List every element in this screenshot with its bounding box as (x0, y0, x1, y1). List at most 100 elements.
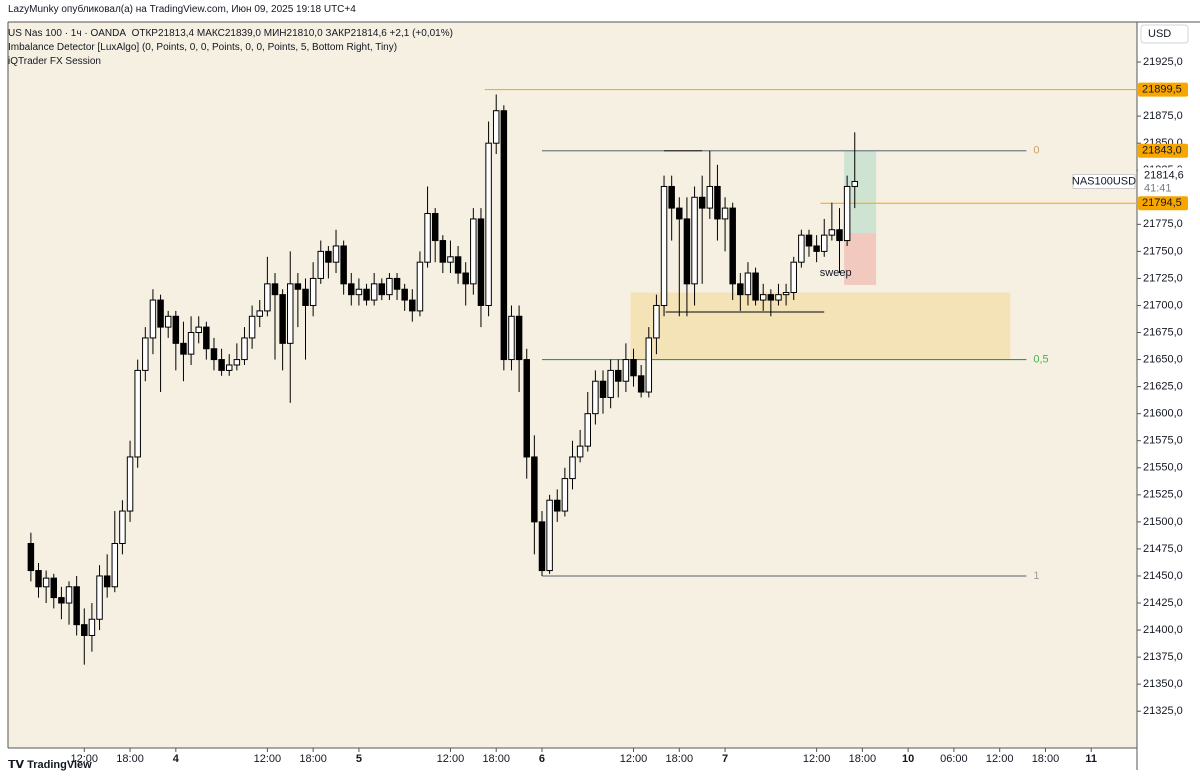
candle-body (157, 299, 164, 328)
candle-body (828, 229, 836, 236)
y-tick-label: 21725,0 (1143, 272, 1183, 284)
candle-body (462, 272, 469, 285)
y-tick-label: 21350,0 (1143, 678, 1183, 690)
candle-body (843, 185, 851, 242)
x-tick-label: 6 (539, 753, 545, 765)
candle-body (81, 624, 88, 636)
candle-body (264, 283, 271, 312)
x-tick-label: 11 (1085, 753, 1097, 765)
candle-body (409, 299, 416, 312)
candle-body (393, 277, 401, 290)
candle-body (714, 185, 721, 220)
candle-body (485, 142, 492, 306)
annotation: sweep (820, 267, 852, 279)
y-tick-label: 21700,0 (1143, 299, 1183, 311)
x-tick-label: 10 (902, 753, 914, 765)
candle-body (759, 294, 767, 301)
candle-body (531, 456, 538, 523)
currency[interactable]: USD (1148, 28, 1171, 40)
candle-body (210, 348, 218, 361)
candle-body (241, 337, 248, 361)
y-tick-label: 21650,0 (1143, 353, 1183, 365)
x-tick-label: 12:00 (71, 753, 99, 765)
candle-body (752, 272, 759, 301)
publisher: LazyMunky опубликовал(а) на TradingView.… (8, 4, 356, 15)
candle-body (676, 207, 683, 220)
candle-body (142, 337, 149, 371)
candle-body (225, 364, 233, 371)
candle-body (58, 597, 65, 604)
candle-body (424, 213, 431, 263)
candle-body (454, 256, 462, 274)
y-tick-label: 21500,0 (1143, 516, 1183, 528)
candle-body (492, 110, 500, 144)
candle-body (27, 543, 35, 572)
candle-body (439, 240, 447, 263)
footer: TradingView (27, 759, 92, 771)
candle-body (637, 375, 645, 393)
y-tick-label: 21925,0 (1143, 56, 1183, 68)
candle-body (851, 180, 858, 187)
candle-body (332, 245, 340, 263)
x-tick-label: 12:00 (986, 753, 1014, 765)
candle-body (805, 234, 813, 247)
candle-body (477, 218, 485, 306)
x-tick-label: 12:00 (254, 753, 282, 765)
candle-body (447, 256, 454, 263)
candle-body (645, 337, 653, 393)
y-tick-label: 21525,0 (1143, 489, 1183, 501)
candle-body (42, 577, 50, 588)
candle-body (569, 456, 576, 480)
y-tick-label: 21675,0 (1143, 326, 1183, 338)
price-tag-label: 21899,5 (1142, 84, 1182, 96)
y-tick-label: 21625,0 (1143, 381, 1183, 393)
candle-body (195, 326, 202, 334)
candle-body (134, 369, 141, 458)
candle-body (103, 575, 111, 588)
y-tick-label: 21550,0 (1143, 462, 1183, 474)
candle-body (767, 294, 775, 301)
current-price-box (1138, 167, 1188, 196)
candle-body (729, 207, 736, 285)
x-tick-label: 4 (173, 753, 180, 765)
candle-body (592, 380, 599, 415)
candle-body (256, 310, 263, 317)
candle-body (622, 359, 630, 382)
candle-body (615, 369, 622, 382)
x-tick-label: 5 (356, 753, 362, 765)
candle-body (96, 575, 103, 620)
ohlc: ОТКР21813,4 МАКС21839,0 МИН21810,0 ЗАКР2… (131, 28, 453, 39)
fib-label: 1 (1033, 570, 1039, 582)
indicator: Imbalance Detector [LuxAlgo] (0, Points,… (8, 42, 398, 53)
candle-body (813, 245, 820, 252)
candle-body (691, 196, 698, 285)
candle-body (50, 577, 58, 599)
x-tick-label: 18:00 (849, 753, 877, 765)
candle-body (721, 207, 729, 220)
candle-body (317, 250, 325, 279)
currency-button[interactable] (1140, 24, 1189, 44)
price-tag (1138, 82, 1188, 97)
candle-body (309, 277, 317, 306)
indicator: iQTrader FX Session (8, 56, 101, 67)
candle-body (599, 380, 607, 398)
candle-body (782, 291, 790, 296)
candle-body (401, 288, 408, 301)
candle-body (172, 315, 180, 344)
fib-label: 0,5 (1033, 353, 1048, 365)
candle-body (378, 283, 386, 296)
y-tick-label: 21375,0 (1143, 651, 1183, 663)
x-tick-label: 18:00 (482, 753, 510, 765)
x-tick-label: 18:00 (1032, 753, 1060, 765)
x-tick-label: 7 (722, 753, 728, 765)
candle-body (325, 250, 332, 263)
candle-body (279, 294, 286, 344)
x-tick-label: 06:00 (940, 753, 968, 765)
candle-body (775, 294, 782, 301)
fib-label: 0 (1033, 145, 1039, 157)
y-tick-label: 21475,0 (1143, 543, 1183, 555)
candle-body (363, 288, 370, 301)
y-tick-label: 21450,0 (1143, 570, 1183, 582)
y-tick-label: 21575,0 (1143, 435, 1183, 447)
candle-body (126, 456, 134, 512)
